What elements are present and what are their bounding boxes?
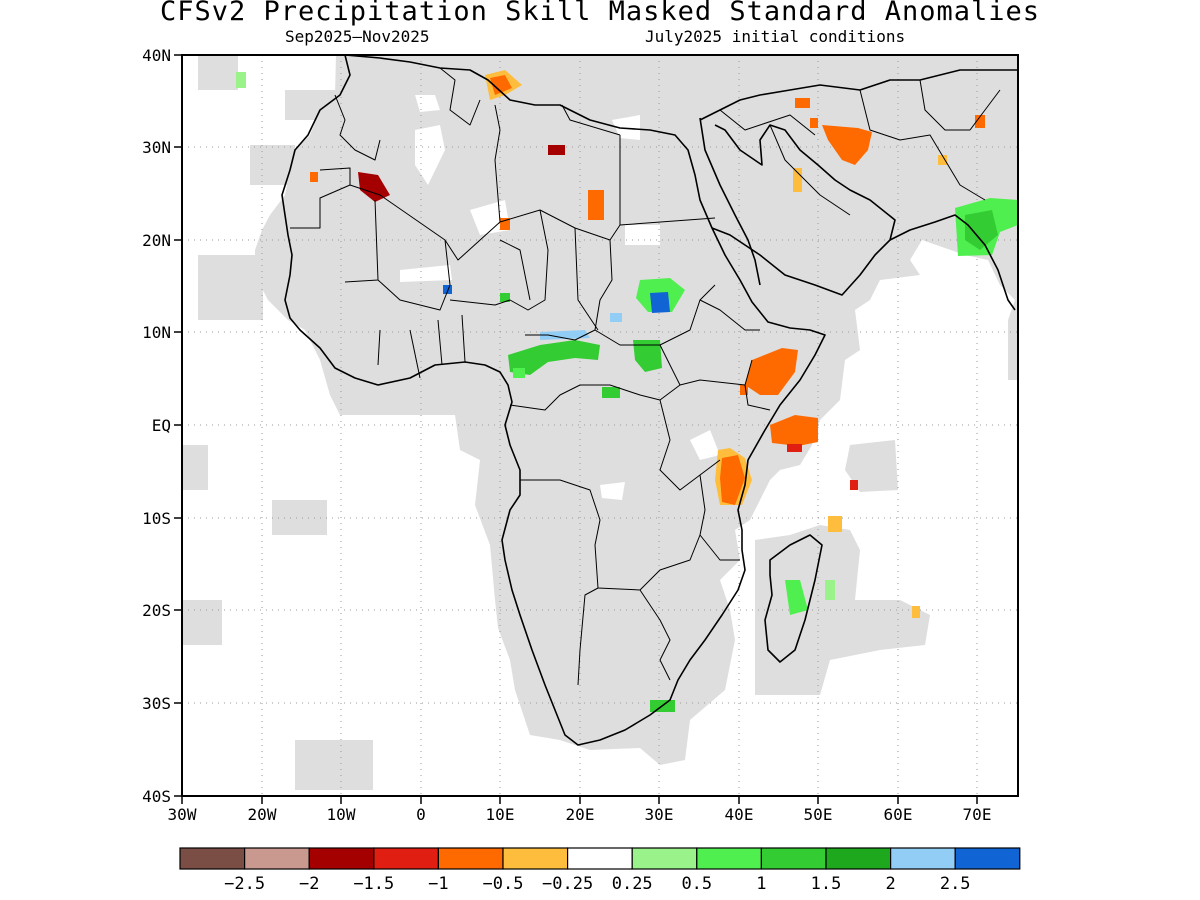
anomaly-libya-orange xyxy=(588,190,604,220)
lon-label: 10W xyxy=(327,805,356,824)
graticule xyxy=(182,55,1018,796)
mask-gaps xyxy=(400,95,920,500)
colorbar-label: 0.5 xyxy=(681,874,712,894)
anomaly-reunion xyxy=(912,606,920,618)
colorbar-swatch xyxy=(825,847,892,870)
lat-label: 20N xyxy=(142,231,171,250)
colorbar-swatch xyxy=(889,847,956,870)
colorbar-label: 2 xyxy=(885,874,895,894)
lat-label: 10S xyxy=(142,509,171,528)
colorbar-label: −0.25 xyxy=(542,874,593,894)
anomaly-madagascar-dry xyxy=(828,516,842,532)
longitude-labels: 30W 20W 10W 0 10E 20E 30E 40E 50E 60E 70… xyxy=(168,805,992,824)
anomaly-patches xyxy=(236,70,1018,712)
lon-label: 30W xyxy=(168,805,197,824)
lat-label: 10N xyxy=(142,323,171,342)
anomaly-sw-green xyxy=(513,368,525,378)
colorbar-swatch xyxy=(631,847,698,870)
lon-label: 40E xyxy=(725,805,754,824)
anomaly-iraq xyxy=(810,118,818,128)
colorbar-label: −2.5 xyxy=(224,874,265,894)
anomaly-niger-blue xyxy=(443,285,452,294)
lon-label: 50E xyxy=(804,805,833,824)
colorbar-labels: −2.5 −2 −1.5 −1 −0.5 −0.25 0.25 0.5 1 1.5 2 2.5 xyxy=(224,874,970,894)
colorbar-label: 0.25 xyxy=(612,874,653,894)
lon-label: 20W xyxy=(248,805,277,824)
forecast-period: Sep2025–Nov2025 xyxy=(285,27,430,46)
anomaly-kenya-core xyxy=(720,455,745,505)
colorbar-swatch xyxy=(696,847,762,870)
anomaly-libya xyxy=(548,145,565,155)
colorbar-label: −1 xyxy=(428,874,448,894)
anomaly-madagascar-2 xyxy=(825,580,835,600)
anomaly-west-india-core xyxy=(965,210,998,250)
anomaly-tunisia-core xyxy=(490,75,512,95)
anomaly-sudan-center xyxy=(650,292,670,313)
colorbar-label: −0.5 xyxy=(483,874,524,894)
lat-label: 40S xyxy=(142,787,171,806)
anomaly-western-sahara xyxy=(358,172,390,202)
anomaly-western-sahara-2 xyxy=(310,172,318,182)
anomaly-ethiopia-somalia xyxy=(745,348,798,395)
colorbar-label: −2 xyxy=(299,874,319,894)
anomaly-pakistan xyxy=(975,115,985,128)
lon-label: 60E xyxy=(884,805,913,824)
lat-label: 30S xyxy=(142,694,171,713)
lat-label: EQ xyxy=(152,416,171,435)
colorbar-swatch xyxy=(566,847,633,870)
anomaly-iran-2 xyxy=(795,98,810,108)
anomaly-somalia-red xyxy=(787,444,802,452)
lon-label: 30E xyxy=(645,805,674,824)
colorbar-swatch xyxy=(308,847,375,870)
colorbar-label: 2.5 xyxy=(940,874,971,894)
lon-label: 70E xyxy=(963,805,992,824)
anomaly-mauritius xyxy=(850,480,858,490)
colorbar-swatch xyxy=(373,847,439,870)
anomaly-car xyxy=(602,387,620,398)
anomaly-north-africa-green xyxy=(236,72,246,88)
anomaly-indian-ocean-somalia xyxy=(770,415,818,446)
colorbar-swatch xyxy=(244,847,310,870)
anomaly-nigeria xyxy=(500,293,510,302)
anomaly-central-africa-west xyxy=(508,340,600,375)
anomaly-south-sudan xyxy=(633,340,662,372)
coastlines xyxy=(281,55,1018,746)
colorbar-swatch xyxy=(954,847,1021,870)
colorbar-swatch xyxy=(502,847,569,870)
lon-label: 20E xyxy=(566,805,595,824)
map-plot-area xyxy=(182,55,1018,796)
anomaly-kenya-small xyxy=(740,385,748,395)
anomaly-saudi xyxy=(793,168,802,192)
lat-label: 30N xyxy=(142,138,171,157)
lat-label: 40N xyxy=(142,46,171,65)
anomaly-pak-2 xyxy=(938,155,947,165)
map-title: CFSv2 Precipitation Skill Masked Standar… xyxy=(159,0,1041,27)
colorbar-label: 1 xyxy=(756,874,766,894)
anomaly-iran xyxy=(822,125,872,165)
colorbar-swatch xyxy=(179,847,246,870)
colorbar xyxy=(179,847,1021,870)
axis-ticks xyxy=(174,54,978,804)
colorbar-label: −1.5 xyxy=(353,874,394,894)
lon-label: 10E xyxy=(486,805,515,824)
lat-label: 20S xyxy=(142,601,171,620)
skill-mask xyxy=(182,55,1018,790)
anomaly-lake-chad xyxy=(540,330,590,340)
colorbar-label: 1.5 xyxy=(811,874,842,894)
anomaly-sudan-light xyxy=(610,313,622,322)
latitude-labels: 40N 30N 20N 10N EQ 10S 20S 30S 40S xyxy=(142,46,171,806)
country-borders xyxy=(290,67,1001,686)
colorbar-swatch xyxy=(760,847,827,870)
anomaly-madagascar xyxy=(785,580,808,615)
lon-label: 0 xyxy=(416,805,426,824)
initial-conditions: July2025 initial conditions xyxy=(645,27,906,46)
colorbar-swatch xyxy=(437,847,504,870)
